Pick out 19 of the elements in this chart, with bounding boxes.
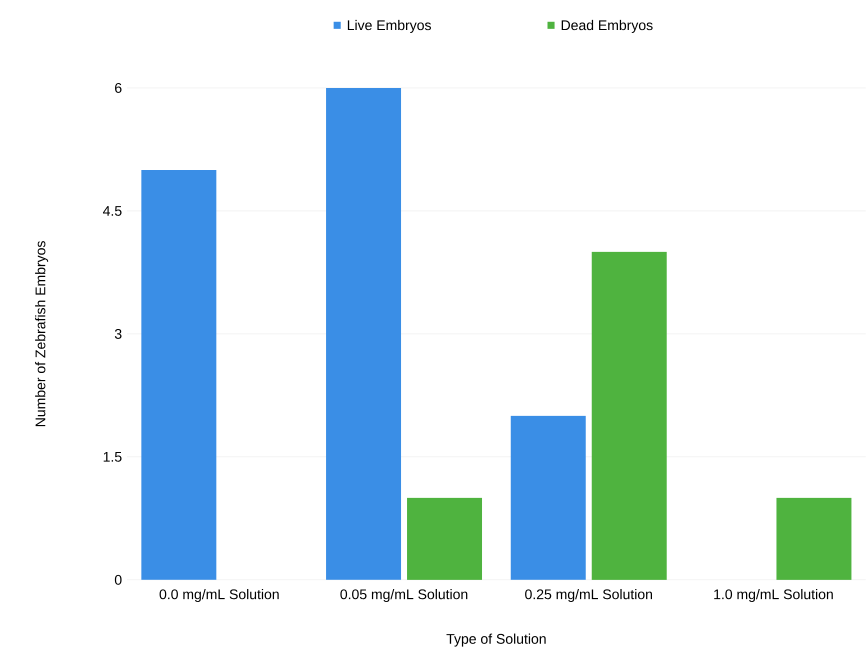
x-tick-label: 0.05 mg/mL Solution xyxy=(340,589,468,602)
legend-label: Dead Embryos xyxy=(562,20,653,34)
y-tick-label: 4.5 xyxy=(102,206,122,216)
x-axis-title: Type of Solution xyxy=(446,634,546,647)
x-tick-label: 0.0 mg/mL Solution xyxy=(160,589,279,602)
y-tick-label: 3 xyxy=(114,329,122,339)
y-axis-title: Number of Zebrafish Embryos xyxy=(35,241,48,426)
y-tick-label: 1.5 xyxy=(104,452,122,462)
legend-label: Live Embryos xyxy=(348,20,431,34)
y-tick-label: 0 xyxy=(114,574,122,585)
bar xyxy=(776,498,852,580)
bar xyxy=(141,170,216,580)
bar xyxy=(592,252,667,580)
bar xyxy=(510,416,586,580)
y-tick-label: 6 xyxy=(115,83,122,94)
x-tick-label: 0.25 mg/mL Solution xyxy=(525,589,652,602)
bar xyxy=(326,88,402,580)
bar xyxy=(407,498,482,580)
x-tick-label: 1.0 mg/mL Solution xyxy=(714,589,833,602)
